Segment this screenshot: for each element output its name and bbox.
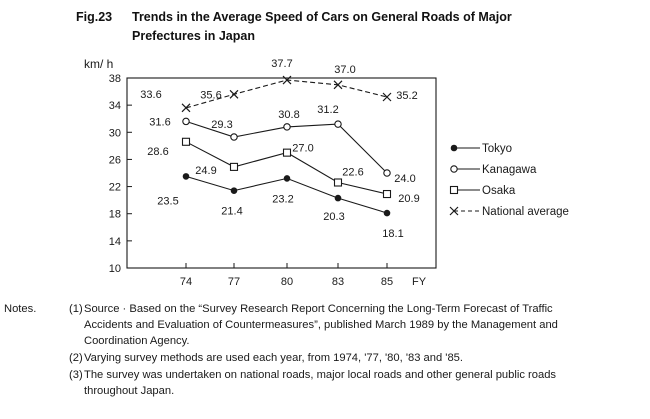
data-point xyxy=(282,75,292,85)
data-point xyxy=(334,194,342,202)
y-tick-label: 38 xyxy=(109,73,121,85)
legend-label: Osaka xyxy=(482,185,516,197)
notes-lead: Notes. xyxy=(4,303,37,315)
x-tick-label: 85 xyxy=(381,276,393,288)
note-2: (2) Varying survey methods are used each… xyxy=(4,350,644,366)
y-tick-label: 10 xyxy=(109,263,121,275)
note-line: The survey was undertaken on national ro… xyxy=(84,369,557,381)
data-point xyxy=(334,120,342,128)
plot-frame xyxy=(126,77,437,269)
legend-marker xyxy=(449,185,459,195)
note-1: Notes. (1) Source · Based on the “Survey … xyxy=(4,301,644,349)
data-label: 24.0 xyxy=(394,173,415,185)
data-point xyxy=(182,117,190,126)
x-tick-label: 83 xyxy=(332,276,344,288)
data-label: 23.2 xyxy=(272,193,293,205)
data-label: 28.6 xyxy=(147,146,168,158)
note-line: Accidents and Evaluation of Countermeasu… xyxy=(84,319,558,331)
data-label: 20.3 xyxy=(323,211,344,223)
note-line: Coordination Agency. xyxy=(84,335,190,347)
x-tick-label: 77 xyxy=(228,276,240,288)
data-label: 30.8 xyxy=(278,109,299,121)
data-point xyxy=(383,209,391,217)
legend-marker xyxy=(450,144,458,152)
legend-label: Tokyo xyxy=(482,143,512,155)
data-point xyxy=(230,187,238,194)
data-label: 18.1 xyxy=(382,228,403,240)
data-point xyxy=(382,92,392,102)
legend-marker xyxy=(449,206,459,216)
data-label: 23.5 xyxy=(157,195,178,207)
data-point xyxy=(333,178,343,187)
note-marker: (2) xyxy=(69,352,83,364)
line-chart: 10 14 18 22 26 30 34 38 74 77 80 83 85 FY km/ h 23.5 21.… xyxy=(84,57,569,288)
figure-title-text: Trends in the Average Speed of Cars on G… xyxy=(132,10,512,43)
note-marker: (3) xyxy=(69,369,83,381)
x-unit-label: FY xyxy=(412,276,427,288)
data-label: 35.2 xyxy=(396,90,417,102)
y-tick-label: 22 xyxy=(109,182,121,194)
data-label: 24.9 xyxy=(195,165,216,177)
figure-number: Fig.23 xyxy=(76,10,113,24)
data-label: 22.6 xyxy=(342,167,363,179)
data-label: 29.3 xyxy=(211,119,232,131)
data-label: 31.6 xyxy=(149,116,170,128)
data-point xyxy=(230,133,238,141)
y-tick-label: 14 xyxy=(109,236,121,248)
x-tick-label: 74 xyxy=(180,276,192,288)
note-line: Source · Based on the “Survey Research R… xyxy=(84,303,553,315)
y-tick-label: 34 xyxy=(109,100,121,112)
data-point xyxy=(283,175,291,182)
data-label: 37.7 xyxy=(271,58,292,70)
data-point xyxy=(283,123,291,131)
data-label: 31.2 xyxy=(317,104,338,116)
data-point xyxy=(181,137,191,146)
data-label: 35.6 xyxy=(200,89,221,101)
note-3: (3) The survey was undertaken on nationa… xyxy=(4,367,644,399)
data-label: 37.0 xyxy=(334,64,355,76)
y-unit-label: km/ h xyxy=(84,57,113,71)
y-tick-label: 26 xyxy=(109,154,121,166)
note-line: Varying survey methods are used each yea… xyxy=(84,352,463,364)
note-marker: (1) xyxy=(69,303,83,315)
data-label: 33.6 xyxy=(140,89,161,101)
data-point xyxy=(182,173,190,180)
data-label: 21.4 xyxy=(221,206,242,218)
legend-marker xyxy=(450,165,458,173)
data-point xyxy=(229,89,239,99)
data-label: 27.0 xyxy=(292,143,313,155)
data-point xyxy=(333,80,343,90)
data-point xyxy=(181,103,191,113)
data-label: 20.9 xyxy=(398,193,419,205)
note-line: throughout Japan. xyxy=(84,385,175,397)
legend-label: National average xyxy=(482,206,569,218)
data-point xyxy=(383,169,391,177)
legend-label: Kanagawa xyxy=(482,164,537,176)
data-point xyxy=(282,148,292,157)
x-tick-label: 80 xyxy=(281,276,293,288)
y-tick-label: 18 xyxy=(109,209,121,221)
notes-block: Notes. (1) Source · Based on the “Survey … xyxy=(4,301,644,399)
data-point xyxy=(382,189,392,199)
data-point xyxy=(229,162,239,171)
y-tick-label: 30 xyxy=(109,127,121,139)
